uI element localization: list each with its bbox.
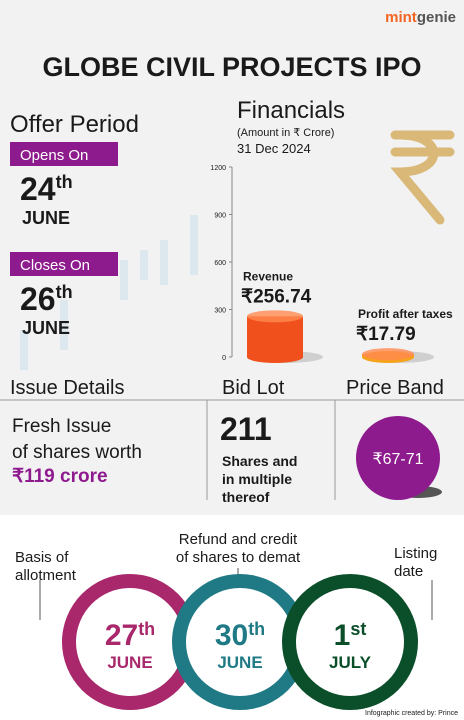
y-tick-label: 1200 — [210, 165, 226, 172]
text-line: in multiple — [222, 471, 292, 487]
bid-lot-value: 211 — [220, 411, 272, 447]
bar — [247, 316, 303, 357]
category-label: Revenue — [243, 269, 293, 283]
category-label: Profit after taxes — [358, 307, 453, 321]
text-line: date — [394, 563, 423, 580]
timeline-circles — [62, 574, 418, 710]
rupee-icon — [390, 130, 455, 225]
circle-inner — [186, 588, 294, 696]
day: 27 — [105, 619, 138, 652]
label-box — [10, 142, 118, 166]
suffix: th — [248, 619, 265, 639]
text-line: Basis of — [15, 549, 69, 566]
text-line: Listing — [394, 545, 437, 562]
title: GLOBE CIVIL PROJECTS IPO — [42, 52, 421, 82]
chart-subtitle: (Amount in ₹ Crore) — [237, 127, 334, 139]
label: Opens On — [20, 147, 88, 164]
text-line: Refund and credit — [179, 531, 298, 548]
brand-part: mint — [385, 9, 417, 26]
label-box — [10, 252, 118, 276]
date: 1st — [334, 619, 367, 652]
brand-part: genie — [417, 9, 456, 26]
month: JUNE — [217, 653, 262, 672]
suffix: th — [138, 619, 155, 639]
date: 26th — [20, 281, 73, 317]
amount: ₹119 crore — [12, 466, 108, 487]
month: JULY — [329, 653, 372, 672]
section-title: Bid Lot — [222, 377, 285, 399]
text-line: of shares to demat — [176, 549, 301, 566]
date: 27th — [105, 619, 155, 652]
chart-title: Financials — [237, 97, 345, 124]
text-line: of shares worth — [12, 442, 142, 463]
section-title: Offer Period — [10, 111, 139, 138]
background-candles — [20, 215, 198, 370]
chart-date: 31 Dec 2024 — [237, 141, 311, 156]
bar-bottom — [247, 351, 303, 363]
text-line: thereof — [222, 489, 270, 505]
suffix: st — [350, 619, 366, 639]
day: 24 — [20, 171, 56, 207]
section-title: Price Band — [346, 377, 444, 399]
circle-inner — [76, 588, 184, 696]
month: JUNE — [107, 653, 152, 672]
y-tick-label: 900 — [214, 213, 226, 220]
day: 1 — [334, 619, 351, 652]
month: JUNE — [22, 318, 70, 338]
bar-top — [247, 310, 303, 323]
section-title: Issue Details — [10, 377, 125, 399]
value-label: ₹256.74 — [241, 286, 312, 307]
text-line: Shares and — [222, 453, 297, 469]
date: 24th — [20, 171, 73, 207]
price-band-value: ₹67-71 — [372, 451, 423, 468]
bar-top — [362, 348, 414, 361]
month: JUNE — [22, 208, 70, 228]
y-tick-label: 300 — [214, 308, 226, 315]
suffix: th — [56, 282, 73, 302]
text-line: allotment — [15, 567, 77, 584]
day: 26 — [20, 281, 56, 317]
label: Closes On — [20, 257, 90, 274]
brand: mintgenie — [385, 9, 456, 26]
y-tick-label: 0 — [222, 355, 226, 362]
date: 30th — [215, 619, 265, 652]
text-line: Fresh Issue — [12, 416, 111, 437]
y-tick-label: 600 — [214, 260, 226, 267]
value-label: ₹17.79 — [356, 324, 416, 345]
suffix: th — [56, 172, 73, 192]
credit: Infographic created by: Prince — [365, 710, 458, 717]
price-circle — [356, 416, 440, 500]
day: 30 — [215, 619, 248, 652]
circle-inner — [296, 588, 404, 696]
